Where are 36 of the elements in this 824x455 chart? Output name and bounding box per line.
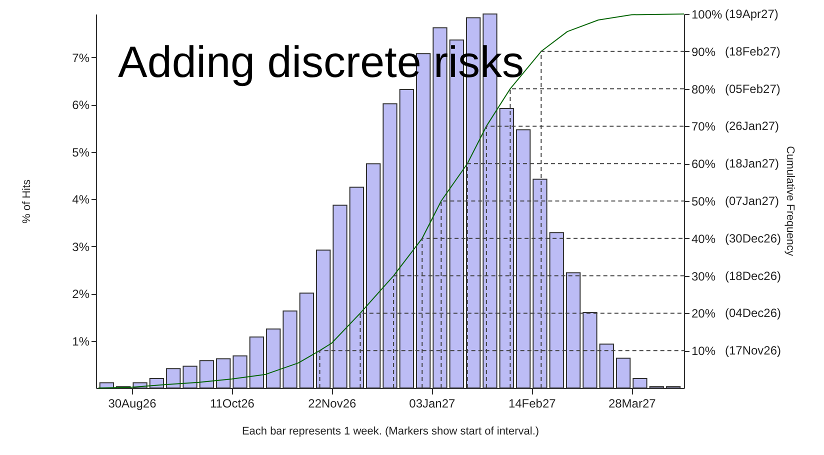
text: Cumulative Frequency [784, 146, 796, 257]
x-tick-label: 11Oct26 [210, 396, 255, 410]
text: (07Jan27) [725, 194, 780, 208]
y2-tick-label: 90% [692, 44, 716, 59]
x-tick-label: 14Feb27 [508, 396, 556, 410]
y2-tick-label: 30% [692, 269, 716, 284]
y-tick-label: 2% [72, 287, 90, 302]
y-tick-label: 6% [72, 98, 90, 112]
y-tick-label: 5% [72, 145, 90, 160]
x-tick-label: 30Aug26 [108, 396, 157, 410]
x-tick-label: 22Nov26 [308, 396, 357, 410]
y-axis-title: % of Hits [21, 178, 34, 224]
x-tick-label: 28Mar27 [608, 396, 656, 410]
text: (18Feb27) [725, 44, 780, 58]
y-tick-label: 7% [72, 50, 90, 65]
text: (30Dec26) [725, 231, 782, 246]
y-tick-label: 4% [72, 192, 90, 207]
y2-tick-label: 80% [692, 82, 716, 96]
y2-tick-label: 40% [692, 232, 716, 246]
text: (18Jan27) [725, 156, 780, 171]
text: (18Dec26) [725, 268, 782, 283]
y2-tick-label: 60% [692, 157, 716, 172]
y2-tick-label: 70% [692, 120, 716, 134]
text: (04Dec26) [725, 306, 782, 320]
text: (17Nov26) [725, 344, 782, 358]
text: (26Jan27) [725, 119, 780, 134]
y2-tick-label: 20% [692, 306, 716, 321]
y2-tick-label: 10% [692, 344, 716, 358]
text: (05Feb27) [725, 82, 780, 96]
x-tick-label: 03Jan27 [409, 396, 456, 410]
text: (19Apr27) [725, 7, 778, 21]
y2-tick-label: 50% [692, 194, 716, 208]
y-tick-label: 1% [72, 334, 90, 348]
x-axis-title: Each bar represents 1 week. (Markers show start of interval.) [242, 426, 540, 438]
y-tick-label: 3% [72, 240, 90, 254]
y2-tick-label: 100% [692, 8, 723, 22]
